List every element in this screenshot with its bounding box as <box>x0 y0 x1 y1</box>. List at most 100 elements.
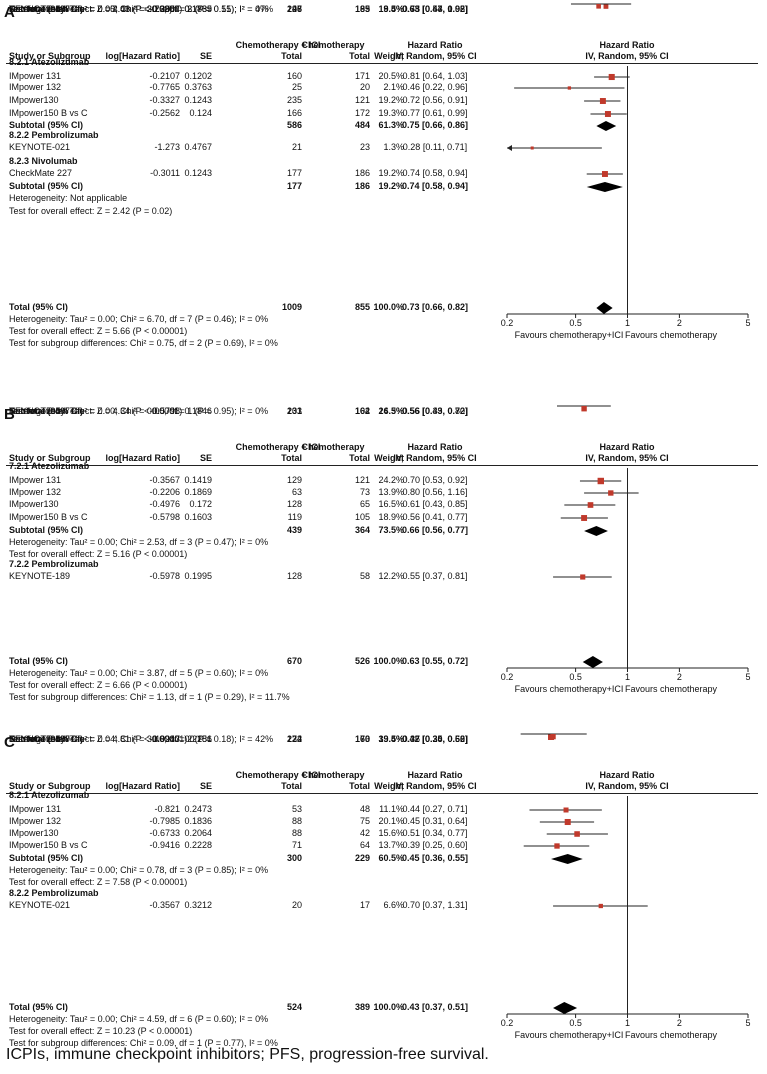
study-total-chemo: 70 <box>359 734 370 744</box>
point-estimate <box>608 73 615 81</box>
subtotal-hr-ci: 0.74 [0.58, 0.94] <box>401 181 469 191</box>
study-total-chemo: 17 <box>359 900 370 910</box>
header-se: SE <box>199 781 212 791</box>
subtotal-hr-ci: 0.63 [0.44, 0.92] <box>401 4 469 14</box>
header-hazard-ratio: Hazard Ratio <box>407 770 463 780</box>
study-weight: 13.7% <box>378 840 404 850</box>
study-total-ici: 21 <box>291 142 302 152</box>
total-chemo: 389 <box>354 1002 370 1012</box>
subtotal-label: Subtotal (95% CI) <box>9 734 84 744</box>
total-label: Total (95% CI) <box>9 1002 68 1012</box>
study-total-ici: 119 <box>287 512 302 522</box>
subtotal-weight: 39.5% <box>378 734 404 744</box>
study-se: 0.124 <box>189 108 212 118</box>
favours-chemo-label: Favours chemotherapy <box>624 1030 718 1040</box>
header-study: Study or Subgroup <box>9 453 91 463</box>
total-note: Test for subgroup differences: Chi² = 0.… <box>9 338 278 348</box>
study-total-chemo: 99 <box>359 4 370 14</box>
study-loghr: -0.2904 <box>149 4 180 14</box>
study-weight: 8.4% <box>383 4 404 14</box>
study-name: IMpower150 B vs C <box>9 108 88 118</box>
study-hr-ci: 0.56 [0.41, 0.77] <box>402 512 468 522</box>
header-hr-method: IV, Random, 95% CI <box>393 51 477 61</box>
header-weight: Weight <box>374 453 404 463</box>
study-se: 0.1243 <box>184 168 212 178</box>
study-total-ici: 166 <box>286 108 302 118</box>
subtotal-total-chemo: 160 <box>354 734 370 744</box>
total-chemo: 855 <box>354 302 370 312</box>
study-name: KEYNOTE-189 <box>9 734 71 744</box>
study-name: IMpower 132 <box>9 816 62 826</box>
study-loghr: -0.3567 <box>149 900 180 910</box>
total-label: Total (95% CI) <box>9 656 68 666</box>
subtotal-weight: 60.5% <box>378 853 404 863</box>
header-plot-hazard-ratio: Hazard Ratio <box>599 40 655 50</box>
subgroup-note: Heterogeneity: Tau² = 0.00; Chi² = 0.78,… <box>9 865 269 875</box>
subgroup-note: Heterogeneity: Tau² = 0.05; Chi² = 3.76,… <box>9 4 274 14</box>
study-total-ici: 129 <box>286 475 302 485</box>
study-se: 0.1739 <box>184 4 212 14</box>
study-name: IMpower130 <box>9 499 59 509</box>
study-total-ici: 88 <box>291 816 302 826</box>
study-hr-ci: 0.70 [0.53, 0.92] <box>402 475 468 485</box>
x-tick-label: 5 <box>745 318 751 328</box>
study-weight: 15.6% <box>378 828 404 838</box>
study-name: IMpower130 <box>9 828 59 838</box>
study-name: IMpower 131 <box>9 71 62 81</box>
point-estimate <box>581 515 588 521</box>
subtotal-label: Subtotal (95% CI) <box>9 853 84 863</box>
study-hr-ci: 0.81 [0.64, 1.03] <box>402 71 468 81</box>
study-total-ici: 128 <box>286 499 302 509</box>
subgroup-note: Test for overall effect: Z = 4.34 (P < 0… <box>9 406 183 416</box>
header-study: Study or Subgroup <box>9 781 91 791</box>
header-ici-group: Chemotherapy + ICI <box>235 442 321 452</box>
study-name: IMpower130 <box>9 95 59 105</box>
study-total-chemo: 121 <box>354 475 370 485</box>
favours-chemo-label: Favours chemotherapy <box>624 330 718 340</box>
study-total-chemo: 65 <box>359 499 370 509</box>
point-estimate <box>598 903 603 909</box>
point-estimate <box>597 477 605 485</box>
subgroup-note: Heterogeneity: Tau² = 0.00; Chi² = 2.29,… <box>9 4 269 14</box>
study-weight: 6.6% <box>383 900 404 910</box>
header-hr-method: IV, Random, 95% CI <box>393 453 477 463</box>
study-weight: 19.2% <box>378 168 404 178</box>
point-estimate <box>530 146 534 150</box>
header-rule <box>6 793 758 794</box>
subgroup-note: Heterogeneity: Tau² = 0.00; Chi² = 0.00,… <box>9 406 269 416</box>
study-hr-ci: 0.74 [0.58, 0.94] <box>402 168 468 178</box>
subgroup-title: 8.2.1 Atezolizumab <box>9 790 90 800</box>
study-loghr: -0.9943 <box>149 734 180 744</box>
total-weight: 100.0% <box>373 1002 404 1012</box>
study-name: IMpower 132 <box>9 82 62 92</box>
study-se: 0.1243 <box>184 95 212 105</box>
study-loghr: -0.2107 <box>149 71 180 81</box>
study-total-ici: 103 <box>286 406 302 416</box>
subgroup-note: Test for overall effect: Z = 7.58 (P < 0… <box>9 877 188 887</box>
subgroup-note: Test for overall effect: Z = 4.06 (P < 0… <box>9 4 183 14</box>
point-estimate <box>604 111 611 117</box>
subtotal-diamond <box>596 121 617 131</box>
header-weight: Weight <box>374 781 404 791</box>
forest-panel-b: B Chemotherapy + ICI Chemotherapy Hazard Ra… <box>0 405 767 746</box>
study-hr-ci: 0.56 [0.39, 0.80] <box>402 406 468 416</box>
study-name: IMpower150 B vs C <box>9 840 88 850</box>
x-tick-label: 0.2 <box>500 318 514 328</box>
subtotal-total-chemo: 229 <box>354 853 370 863</box>
header-plot-method: IV, Random, 95% CI <box>585 453 669 463</box>
study-hr-ci: 0.61 [0.43, 0.85] <box>402 499 468 509</box>
header-chemo-group: Chemotherapy <box>301 40 365 50</box>
study-weight: 24.2% <box>378 475 404 485</box>
subtotal-total-ici: 246 <box>286 4 302 14</box>
favours-ici-label: Favours chemotherapy+ICI <box>514 1030 624 1040</box>
header-plot-method: IV, Random, 95% CI <box>585 51 669 61</box>
study-hr-ci: 0.36 [0.25, 0.52] <box>402 734 468 744</box>
study-loghr: -0.5798 <box>149 406 180 416</box>
total-note: Test for subgroup differences: Chi² = 0.… <box>9 1038 278 1048</box>
study-total-chemo: 58 <box>359 571 370 581</box>
study-loghr: -1.0217 <box>149 734 180 744</box>
study-total-ici: 177 <box>286 168 302 178</box>
header-rule <box>6 63 758 64</box>
study-name: KEYNOTE-021 <box>9 900 71 910</box>
study-hr-ci: 0.70 [0.37, 1.31] <box>402 900 468 910</box>
